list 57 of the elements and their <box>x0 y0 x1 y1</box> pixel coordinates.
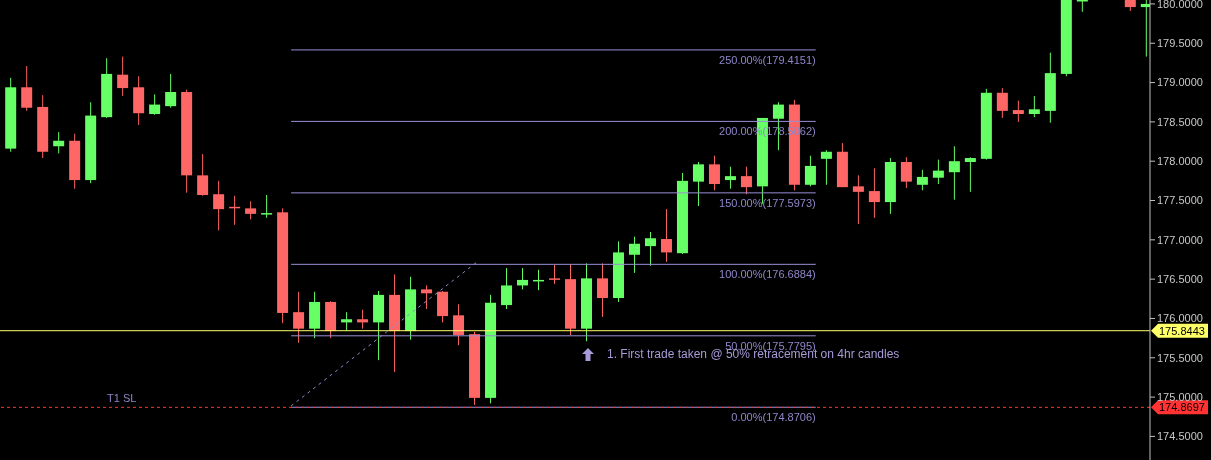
candlestick <box>660 208 672 263</box>
candlestick <box>357 309 369 330</box>
candlestick <box>549 264 561 285</box>
candlestick <box>261 194 273 219</box>
candlestick <box>1076 0 1088 13</box>
ref-line-label: 150.00%(177.5973) <box>719 196 816 209</box>
candlestick <box>149 93 161 116</box>
y-tick-label: 175.0000 <box>1157 391 1203 403</box>
candlestick <box>197 153 209 197</box>
ref-line-label: 0.00%(174.8706) <box>731 411 816 424</box>
ref-line-label: 100.00%(176.6884) <box>719 268 816 281</box>
candlestick <box>1012 100 1024 123</box>
candlestick <box>1028 95 1040 118</box>
candlestick <box>948 145 960 201</box>
candlestick <box>117 56 129 97</box>
candlestick <box>213 180 225 231</box>
candlestick <box>341 311 353 332</box>
y-tick-label: 177.0000 <box>1157 233 1203 246</box>
candlestick <box>21 65 33 112</box>
candlestick <box>165 73 177 109</box>
y-tick-label: 177.5000 <box>1157 194 1203 207</box>
candlestick <box>868 167 880 219</box>
candlestick <box>293 291 305 344</box>
candlestick <box>900 156 912 189</box>
y-tick-label: 174.5000 <box>1157 430 1203 443</box>
y-tick-label: 178.5000 <box>1157 115 1203 128</box>
candlestick <box>501 267 513 310</box>
candlestick <box>724 166 736 190</box>
candlestick <box>852 174 864 225</box>
candlestick <box>708 155 720 191</box>
candlestick <box>820 149 832 186</box>
candlestick <box>932 159 944 185</box>
annotation: T1 SL <box>107 392 137 405</box>
candlestick <box>517 267 529 290</box>
candlestick <box>964 156 976 193</box>
y-tick-label: 175.5000 <box>1157 351 1203 364</box>
candlestick <box>453 303 465 346</box>
candlestick <box>916 169 928 191</box>
y-tick-label: 176.0000 <box>1157 312 1203 325</box>
candlestick <box>692 161 704 207</box>
candlestick <box>644 231 656 267</box>
y-tick-label: 178.0000 <box>1157 155 1203 168</box>
y-tick-label: 179.5000 <box>1157 37 1203 50</box>
ref-line-label: 174.8697 <box>1159 401 1205 414</box>
candlestick <box>804 155 816 187</box>
ref-line-label: 250.00%(179.4151) <box>719 53 816 66</box>
y-tick-label: 176.5000 <box>1157 273 1203 286</box>
candlestick <box>596 262 608 318</box>
candlestick <box>740 166 752 195</box>
ref-line-label: 175.8443 <box>1159 324 1205 337</box>
candlestick <box>996 87 1008 119</box>
candlestick <box>53 131 65 154</box>
y-tick-label: 180.0000 <box>1157 0 1203 10</box>
candlestick <box>628 236 640 274</box>
y-tick-label: 179.0000 <box>1157 76 1203 89</box>
candlestick <box>421 284 433 310</box>
candlestick <box>245 200 257 220</box>
